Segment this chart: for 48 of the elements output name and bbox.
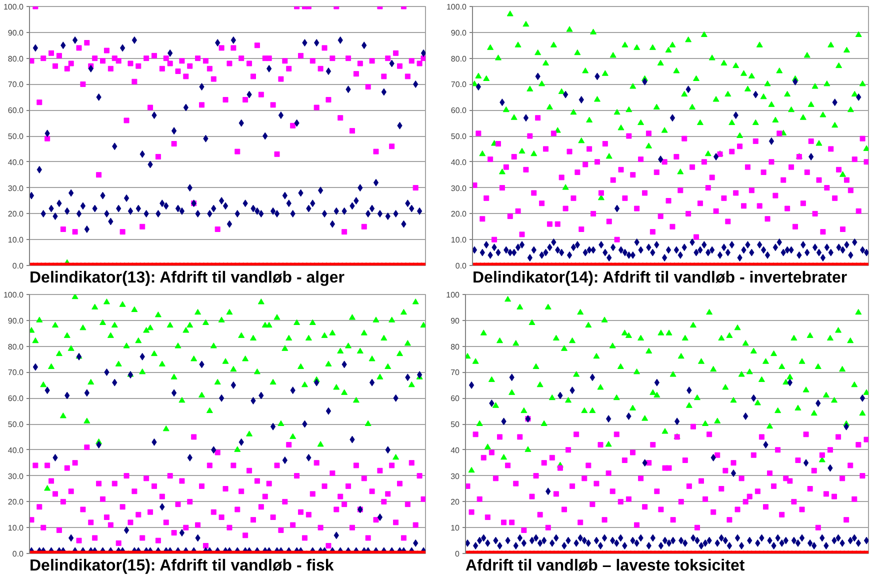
text: Afdrift til vandløb – laveste toksicitet bbox=[466, 558, 746, 574]
y-tick-label: 70.0 bbox=[8, 368, 24, 378]
y-tick-label: 70 bbox=[450, 368, 460, 378]
y-tick-label: 40.0 bbox=[8, 158, 24, 167]
y-tick-label: 100.0 bbox=[3, 290, 24, 300]
y-tick-label: 50.0 bbox=[450, 132, 468, 141]
y-tick-label: 60 bbox=[450, 394, 460, 404]
y-tick-label: 10.0 bbox=[8, 524, 24, 533]
y-tick-label: 10.0 bbox=[8, 236, 24, 245]
y-tick-label: 80.0 bbox=[8, 342, 24, 352]
text: Delindikator(15): Afdrift til vandløb - fisk bbox=[30, 558, 334, 574]
y-tick-label: 0.0 bbox=[12, 550, 24, 558]
y-tick-label: 20.0 bbox=[8, 498, 24, 507]
y-tick-label: 80.0 bbox=[8, 54, 24, 64]
y-tick-label: 50.0 bbox=[8, 132, 24, 141]
y-tick-label: 60.0 bbox=[8, 394, 24, 404]
y-tick-label: 100.0 bbox=[3, 2, 24, 12]
y-tick-label: 60.0 bbox=[450, 106, 468, 116]
y-tick-label: 30.0 bbox=[8, 472, 24, 481]
y-tick-label: 70.0 bbox=[8, 80, 24, 90]
y-tick-label: 100 bbox=[446, 290, 460, 300]
y-tick-label: 70.0 bbox=[450, 80, 468, 90]
y-tick-label: 20.0 bbox=[450, 210, 468, 219]
text: Delindikator(13): Afdrift til vandløb - alger bbox=[30, 270, 344, 286]
y-tick-label: 20.0 bbox=[8, 210, 24, 219]
y-tick-label: 100.0 bbox=[446, 2, 468, 12]
y-tick-label: 0.0 bbox=[12, 262, 24, 270]
y-tick-label: 90.0 bbox=[450, 28, 468, 38]
y-tick-label: 80.0 bbox=[450, 54, 468, 64]
y-tick-label: 30.0 bbox=[8, 184, 24, 193]
y-tick-label: 80 bbox=[450, 342, 460, 352]
y-tick-label: 30.0 bbox=[450, 184, 468, 193]
y-tick-label: 60.0 bbox=[8, 106, 24, 116]
y-tick-label: 50.0 bbox=[8, 420, 24, 429]
y-tick-label: 0 bbox=[455, 550, 460, 558]
y-tick-label: 50 bbox=[450, 420, 460, 429]
text: Delindikator(14): Afdrift til vandløb - invertebrater bbox=[472, 270, 848, 286]
y-tick-label: 40.0 bbox=[8, 446, 24, 455]
y-tick-label: 30 bbox=[450, 472, 460, 481]
y-tick-label: 90 bbox=[450, 316, 460, 326]
y-tick-label: 10.0 bbox=[450, 236, 468, 245]
y-tick-label: 40 bbox=[450, 446, 460, 455]
y-tick-label: 40.0 bbox=[450, 158, 468, 167]
y-tick-label: 0.0 bbox=[455, 262, 468, 270]
y-tick-label: 10 bbox=[450, 524, 460, 533]
y-tick-label: 90.0 bbox=[8, 316, 24, 326]
y-tick-label: 90.0 bbox=[8, 28, 24, 38]
y-tick-label: 20 bbox=[450, 498, 460, 507]
